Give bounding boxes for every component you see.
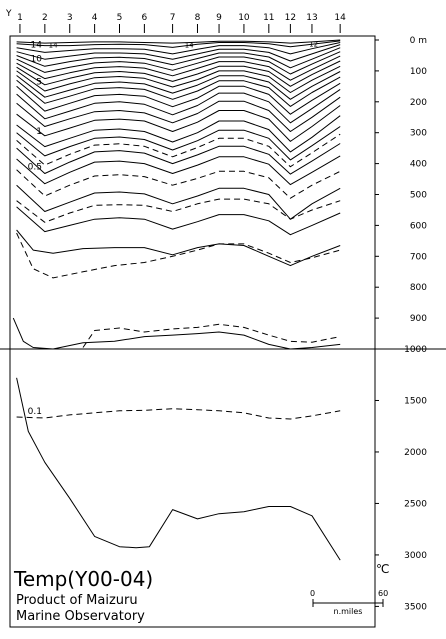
isotherm-line xyxy=(16,229,341,267)
contour-value-label: 5 xyxy=(36,78,42,88)
scale-end-label: 60 xyxy=(378,589,388,598)
depth-tick-label: 0 m xyxy=(410,36,427,46)
isotherm-line xyxy=(16,126,341,161)
scale-unit-label: n.miles xyxy=(334,607,363,616)
isotherm-line xyxy=(16,155,341,186)
depth-tick-label: 1000 xyxy=(404,345,427,355)
credit-line-1: Product of Maizuru xyxy=(16,593,138,608)
station-label: 9 xyxy=(216,13,222,23)
depth-tick-label: 400 xyxy=(410,160,427,170)
station-markers: 1 2 3 4 5 6 7 8 9 10 11 12 13 14 xyxy=(17,13,346,33)
depth-tick-label: 1500 xyxy=(404,396,427,406)
station-label: 12 xyxy=(285,13,296,23)
depth-tick-label: 700 xyxy=(410,252,427,262)
station-label: 8 xyxy=(195,13,201,23)
chart-title: Temp(Y00-04) xyxy=(13,567,153,591)
depth-tick-label: 2500 xyxy=(404,499,427,509)
isotherm-line xyxy=(16,143,341,175)
isotherm-line xyxy=(16,76,341,107)
isotherm-line xyxy=(16,60,341,87)
isotherm-line xyxy=(16,39,341,44)
contour-value-label: 0.5 xyxy=(28,163,42,173)
depth-tick-label: 100 xyxy=(410,67,427,77)
isotherm-line-dashed xyxy=(16,232,341,279)
depth-tick-label: 500 xyxy=(410,191,427,201)
depth-axis: 0 m 100 200 300 400 500 600 700 800 900 1000 1500 20… xyxy=(375,36,427,612)
contour-labels: 14 10 5 1 0.5 0.1 14 14 12 xyxy=(28,40,318,416)
depth-tick-label: 3500 xyxy=(404,602,427,612)
station-label: 1 xyxy=(17,13,23,23)
depth-tick-label: 300 xyxy=(410,129,427,139)
station-label: 10 xyxy=(238,13,250,23)
contour-inline-label: 14 xyxy=(185,41,194,49)
contour-value-label: 0.1 xyxy=(28,407,42,417)
distance-scale-bar: 0 60 n.miles xyxy=(310,589,388,616)
plot-border xyxy=(9,35,376,628)
isotherm-line xyxy=(16,184,341,220)
isotherm-line-dashed xyxy=(82,323,341,348)
isotherm-line xyxy=(16,55,341,81)
contour-value-label: 1 xyxy=(36,127,42,137)
y-axis-letter: Y xyxy=(5,9,12,19)
isotherm-line xyxy=(16,82,341,115)
station-label: 13 xyxy=(306,13,317,23)
isotherm-line xyxy=(16,51,341,75)
isotherm-line xyxy=(16,42,341,55)
isotherm-line-dashed xyxy=(16,408,341,420)
isotherm-line xyxy=(16,96,341,132)
contour-inline-label: 14 xyxy=(49,41,58,49)
depth-tick-label: 3000 xyxy=(404,551,427,561)
title-block: Temp(Y00-04) Product of Maizuru Marine O… xyxy=(13,567,153,624)
isotherm-line xyxy=(16,88,341,124)
station-label: 7 xyxy=(170,13,176,23)
isotherm-line xyxy=(16,40,341,48)
station-label: 6 xyxy=(142,13,148,23)
station-label: 2 xyxy=(42,13,48,23)
plot-frame xyxy=(0,35,446,628)
station-label: 3 xyxy=(67,13,73,23)
isotherm-line xyxy=(16,206,341,236)
depth-tick-label: 600 xyxy=(410,221,427,231)
isotherm-line xyxy=(16,47,341,69)
isotherm-contours xyxy=(12,39,341,561)
isotherm-line xyxy=(16,44,341,62)
depth-tick-label: 200 xyxy=(410,98,427,108)
station-label: 11 xyxy=(263,13,274,23)
station-label: 14 xyxy=(334,13,346,23)
depth-tick-label: 2000 xyxy=(404,448,427,458)
credit-line-2: Marine Observatory xyxy=(16,609,145,624)
isotherm-line xyxy=(16,377,341,561)
isotherm-line xyxy=(16,71,341,100)
station-label: 5 xyxy=(117,13,123,23)
scale-start-label: 0 xyxy=(310,589,315,598)
unit-label: ℃ xyxy=(376,562,389,576)
depth-tick-label: 900 xyxy=(410,314,427,324)
depth-tick-label: 800 xyxy=(410,283,427,293)
isotherm-line xyxy=(16,115,341,153)
isotherm-line xyxy=(16,65,341,93)
isotherm-line xyxy=(16,105,341,142)
isotherm-line-dashed xyxy=(16,169,341,199)
isotherm-line xyxy=(12,317,341,350)
isotherm-line-dashed xyxy=(16,133,341,168)
contour-value-label: 14 xyxy=(31,40,43,50)
contour-inline-label: 12 xyxy=(309,41,318,49)
station-label: 4 xyxy=(92,13,98,23)
contour-value-label: 10 xyxy=(31,55,43,65)
